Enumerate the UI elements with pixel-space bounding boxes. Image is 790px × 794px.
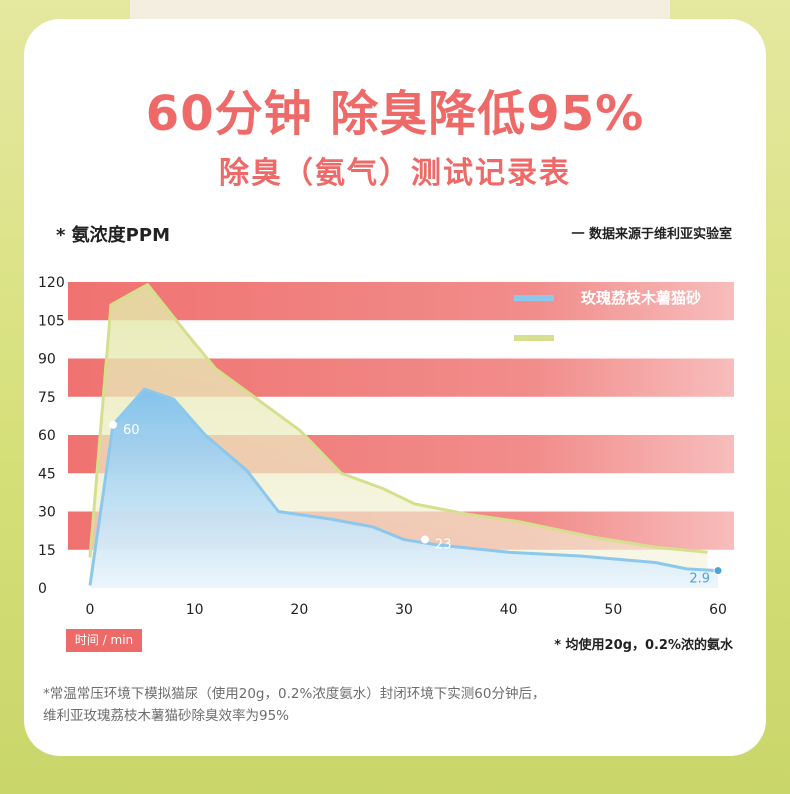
x-tick-label: 50	[604, 602, 622, 618]
y-tick-label: 105	[38, 313, 65, 329]
grid-band	[68, 282, 734, 321]
legend-swatch	[514, 295, 554, 301]
legend-swatch	[514, 335, 554, 341]
footnote-line: 维利亚玫瑰荔枝木薯猫砂除臭效率为95%	[43, 708, 290, 724]
series-area-0	[90, 389, 718, 588]
series-line-0	[88, 387, 719, 586]
legend-label: 普通老款猫砂	[581, 329, 671, 347]
x-tick-label: 20	[290, 602, 308, 618]
data-point-marker	[713, 566, 723, 576]
footnote-line: *常温常压环境下模拟猫尿（使用20g，0.2%浓度氨水）封闭环境下实测60分钟后…	[43, 686, 546, 702]
y-tick-label: 75	[38, 390, 56, 406]
footnote: *常温常压环境下模拟猫尿（使用20g，0.2%浓度氨水）封闭环境下实测60分钟后…	[43, 683, 743, 727]
y-tick-label: 30	[38, 505, 56, 521]
x-axis-unit-label: 时间 / min	[66, 629, 142, 652]
x-tick-label: 60	[709, 602, 727, 618]
x-tick-label: 40	[500, 602, 518, 618]
y-tick-label: 15	[38, 543, 56, 559]
data-label: 2.9	[689, 572, 710, 587]
series-line-1	[88, 283, 708, 558]
y-tick-label: 45	[38, 466, 56, 482]
y-tick-label: 90	[38, 352, 56, 368]
subheadline: 除臭（氨气）测试记录表	[219, 156, 571, 191]
y-tick-label: 120	[38, 275, 65, 291]
x-tick-label: 30	[395, 602, 413, 618]
x-tick-label: 0	[86, 602, 95, 618]
data-point-marker	[109, 420, 118, 429]
source-note: 一 数据来源于维利亚实验室	[571, 227, 732, 242]
headline: 60分钟 除臭降低95%	[145, 86, 645, 142]
y-axis-label: * 氨浓度PPM	[56, 225, 170, 246]
data-label: 60	[123, 423, 140, 438]
x-tick-label: 10	[186, 602, 204, 618]
data-label: 23	[435, 538, 452, 553]
data-point-marker	[420, 535, 429, 544]
legend-label: 玫瑰荔枝木薯猫砂	[581, 289, 701, 307]
y-tick-label: 0	[38, 581, 47, 597]
top-photo-strip	[130, 0, 670, 20]
y-tick-label: 60	[38, 428, 56, 444]
conditions-note: * 均使用20g，0.2%浓的氨水	[554, 638, 733, 653]
